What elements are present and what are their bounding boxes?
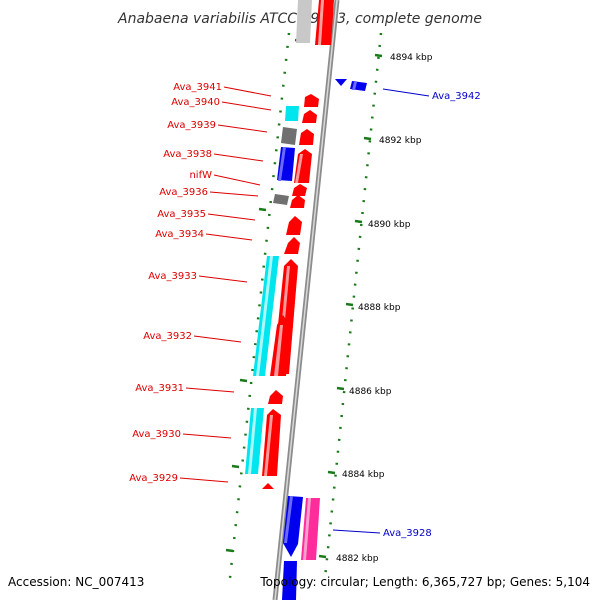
gene-label-ava-3929: Ava_3929	[129, 473, 178, 484]
gene-label-ava-3942: Ava_3942	[432, 91, 481, 102]
gene-label-ava-3934: Ava_3934	[155, 229, 204, 240]
accession-text: Accession: NC_007413	[8, 575, 144, 589]
gene-label-ava-3940: Ava_3940	[171, 97, 220, 108]
scale-label: 4888 kbp	[358, 303, 401, 313]
scale-labels: 4894 kbp 4892 kbp 4890 kbp 4888 kbp 4886…	[336, 53, 433, 564]
gene-label-ava-3932: Ava_3932	[143, 331, 192, 342]
gene-top-forward	[315, 0, 334, 45]
scale-label: 4892 kbp	[379, 136, 422, 146]
cyan-features	[245, 106, 299, 474]
gene-label-ava-3938: Ava_3938	[163, 149, 212, 160]
gene-label-ava-3936: Ava_3936	[159, 187, 208, 198]
gene-label-ava-3935: Ava_3935	[157, 209, 206, 220]
scale-label: 4890 kbp	[368, 220, 411, 230]
topology-text: Topology: circular; Length: 6,365,727 bp…	[259, 575, 590, 589]
gene-label-ava-3939: Ava_3939	[167, 120, 216, 131]
forward-genes	[262, 94, 319, 489]
gene-label-ava-3931: Ava_3931	[135, 383, 184, 394]
gene-label-ava-3933: Ava_3933	[148, 271, 197, 282]
gene-ava-3942	[335, 79, 367, 91]
scale-label: 4882 kbp	[336, 554, 379, 564]
gene-label-ava-3930: Ava_3930	[132, 429, 181, 440]
gene-label-ava-3928: Ava_3928	[383, 528, 432, 539]
scale-label: 4884 kbp	[342, 470, 385, 480]
tick-track-outer	[323, 32, 383, 579]
gene-label-nifw: nifW	[189, 170, 212, 181]
blue-features	[277, 147, 303, 600]
gray-features	[273, 127, 297, 205]
feature-top-gray	[296, 0, 312, 43]
gene-labels: Ava_3941 Ava_3940 Ava_3939 Ava_3938 nifW…	[129, 82, 481, 539]
left-leader-lines	[179, 86, 272, 483]
genome-backbone	[272, 0, 340, 600]
pink-feature	[301, 498, 320, 560]
scale-label: 4894 kbp	[390, 53, 433, 63]
gene-label-ava-3941: Ava_3941	[173, 82, 222, 93]
tick-track-inner	[228, 32, 291, 579]
right-leader-lines	[332, 88, 430, 534]
scale-label: 4886 kbp	[349, 387, 392, 397]
